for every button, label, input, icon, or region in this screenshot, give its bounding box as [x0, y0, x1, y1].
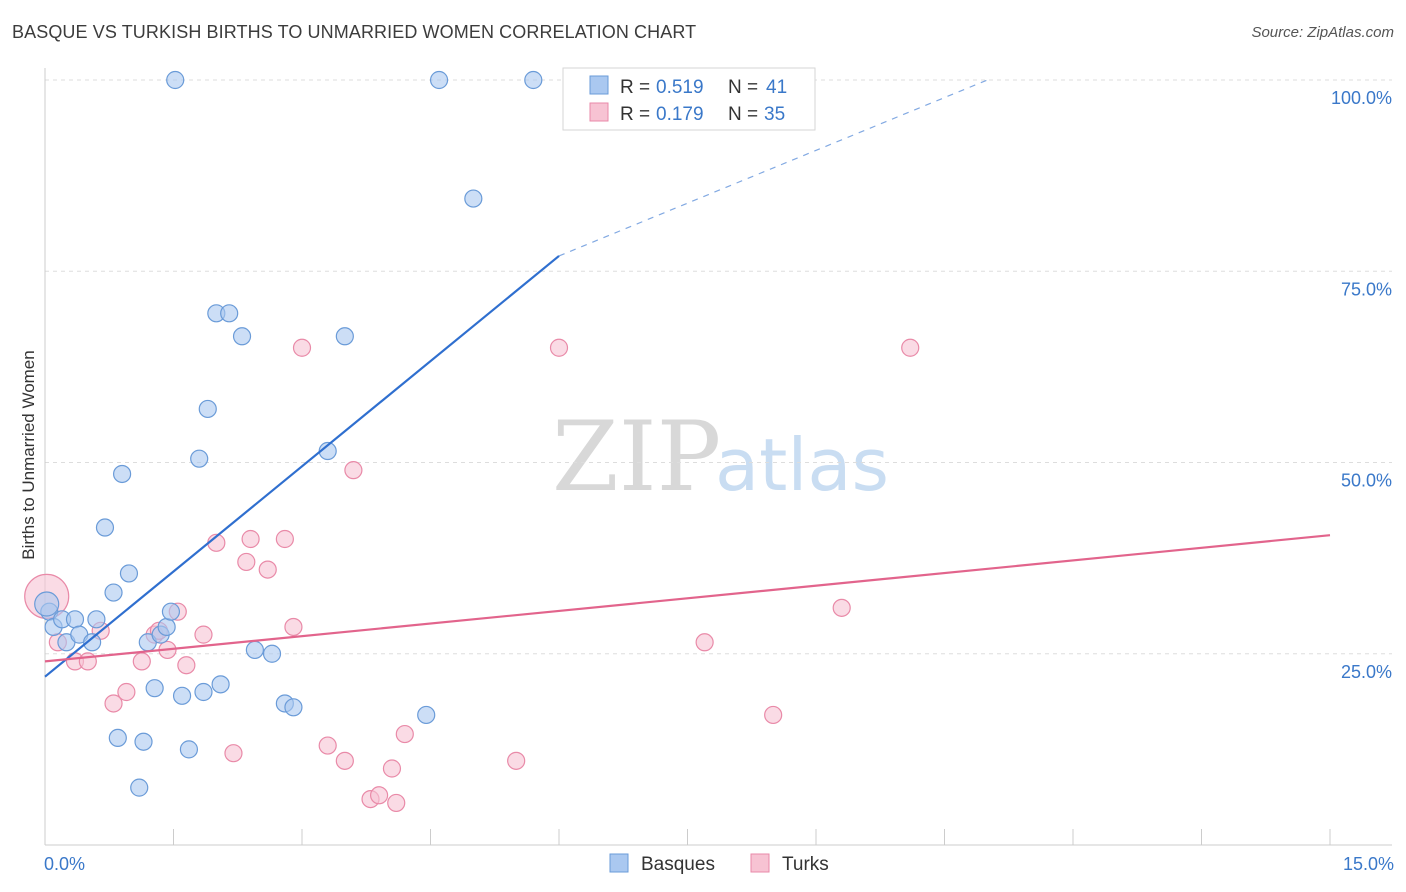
basque-r-value: 0.519 [656, 77, 704, 98]
y-tick-label: 75.0% [1341, 279, 1392, 299]
turk-point [292, 338, 312, 357]
turk-r-value: 0.179 [656, 104, 704, 125]
turk-point [832, 598, 851, 617]
turks-legend-label: Turks [782, 854, 829, 875]
basque-point [112, 464, 132, 484]
x-tick-min: 0.0% [44, 854, 85, 874]
basque-point [284, 698, 303, 717]
watermark-zip: ZIP [552, 401, 721, 513]
basque-point [157, 617, 176, 637]
basque-point [95, 518, 115, 537]
series-legend: Basques Turks [609, 853, 829, 875]
basque-point [179, 740, 199, 759]
basque-point [232, 327, 252, 346]
basque-swatch [589, 75, 609, 95]
basques-legend-swatch [609, 853, 629, 873]
turk-swatch [589, 102, 609, 122]
x-tick-max: 15.0% [1343, 854, 1394, 874]
basque-point [134, 732, 153, 751]
turks-points [24, 338, 920, 813]
basque-trend-line [44, 255, 560, 678]
basque-point [417, 705, 436, 725]
basque-point [104, 583, 123, 602]
basque-point [166, 70, 185, 90]
y-tick-labels: 25.0% 50.0% 75.0% 100.0% [1331, 88, 1392, 682]
basque-point [524, 70, 543, 90]
basque-point [87, 610, 106, 629]
watermark: ZIP atlas [552, 401, 889, 513]
basque-point [262, 644, 282, 663]
turk-point [237, 552, 256, 572]
basque-point [172, 686, 192, 705]
y-tick-label: 100.0% [1331, 88, 1392, 108]
turk-point [507, 751, 526, 770]
turk-trend-line [44, 534, 1331, 663]
basque-point [145, 679, 164, 698]
basque-point [190, 449, 209, 468]
trend-lines [44, 79, 1331, 678]
basque-point [245, 640, 264, 660]
y-tick-label: 50.0% [1341, 471, 1392, 491]
turk-point [224, 744, 243, 763]
axes [44, 68, 1392, 846]
turk-n-label: N = [728, 104, 758, 125]
turk-point [177, 656, 196, 675]
basque-point [198, 399, 217, 419]
turk-point [78, 652, 97, 671]
basque-point [429, 70, 449, 90]
turk-point [395, 724, 414, 744]
turk-point [132, 652, 151, 671]
turk-point [387, 793, 406, 813]
turk-point [901, 338, 920, 357]
turk-n-value: 35 [764, 104, 785, 125]
basque-point [161, 602, 181, 621]
basque-n-label: N = [728, 77, 758, 98]
basque-point [130, 778, 149, 797]
turk-point [104, 694, 123, 713]
basque-r-label: R = [620, 77, 650, 98]
turk-point [549, 338, 569, 357]
turk-point [382, 759, 402, 778]
turk-point [344, 461, 363, 480]
basque-point [464, 189, 483, 208]
basque-trend-extension [558, 79, 988, 257]
watermark-atlas: atlas [715, 423, 889, 507]
basque-point [211, 675, 230, 694]
turk-point [258, 560, 277, 579]
turk-point [275, 529, 294, 549]
turk-point [241, 529, 260, 549]
basque-point [194, 682, 213, 702]
turks-legend-swatch [750, 853, 770, 873]
basque-point [65, 610, 85, 629]
source-label: Source: ZipAtlas.com [1251, 24, 1394, 41]
turk-point [764, 705, 783, 725]
basque-point [108, 728, 127, 748]
basque-n-value: 41 [766, 77, 787, 98]
turk-point [335, 751, 354, 770]
turk-point [318, 736, 337, 755]
turk-point [117, 682, 136, 702]
turk-point [695, 633, 714, 652]
basques-points [34, 70, 543, 797]
turk-point [370, 786, 389, 805]
basques-legend-label: Basques [641, 854, 715, 875]
basque-point [83, 633, 102, 652]
y-axis-label: Births to Unmarried Women [19, 350, 38, 559]
basque-point [335, 327, 354, 346]
turk-point [194, 625, 213, 644]
turk-point [284, 617, 303, 637]
basque-point [34, 591, 60, 617]
basque-point [119, 564, 139, 583]
chart-title: BASQUE VS TURKISH BIRTHS TO UNMARRIED WO… [12, 22, 697, 42]
y-tick-label: 25.0% [1341, 662, 1392, 682]
turk-r-label: R = [620, 104, 650, 125]
stats-legend: R = 0.519 N = 41 R = 0.179 N = 35 [562, 67, 816, 131]
basque-point [220, 304, 239, 323]
